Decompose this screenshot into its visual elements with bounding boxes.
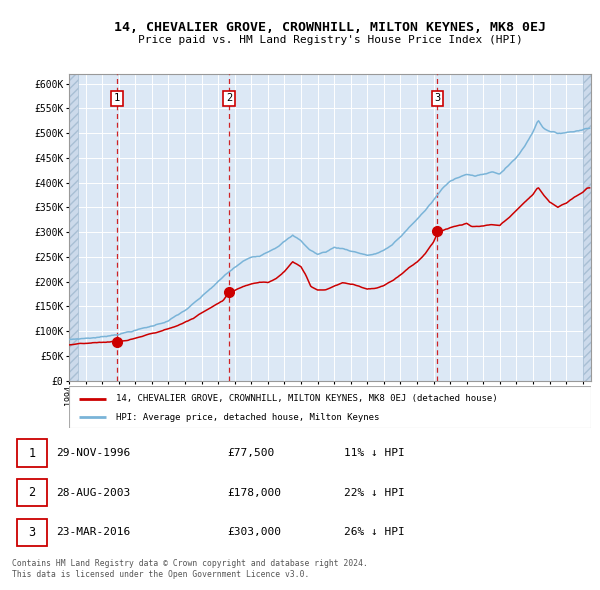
Bar xyxy=(583,74,591,381)
Text: 23-MAR-2016: 23-MAR-2016 xyxy=(56,527,130,537)
Text: 1: 1 xyxy=(114,93,121,103)
Text: 2: 2 xyxy=(28,486,35,499)
Text: 26% ↓ HPI: 26% ↓ HPI xyxy=(344,527,404,537)
Text: Contains HM Land Registry data © Crown copyright and database right 2024.
This d: Contains HM Land Registry data © Crown c… xyxy=(12,559,368,579)
Bar xyxy=(17,479,47,506)
Text: £77,500: £77,500 xyxy=(227,448,275,458)
Text: 3: 3 xyxy=(434,93,440,103)
Text: 14, CHEVALIER GROVE, CROWNHILL, MILTON KEYNES, MK8 0EJ (detached house): 14, CHEVALIER GROVE, CROWNHILL, MILTON K… xyxy=(116,394,497,404)
Text: 29-NOV-1996: 29-NOV-1996 xyxy=(56,448,130,458)
Bar xyxy=(69,74,78,381)
Text: 2: 2 xyxy=(226,93,232,103)
Text: 3: 3 xyxy=(28,526,35,539)
Text: 28-AUG-2003: 28-AUG-2003 xyxy=(56,488,130,497)
Text: HPI: Average price, detached house, Milton Keynes: HPI: Average price, detached house, Milt… xyxy=(116,413,379,422)
Bar xyxy=(17,440,47,467)
Text: £178,000: £178,000 xyxy=(227,488,281,497)
Text: 22% ↓ HPI: 22% ↓ HPI xyxy=(344,488,404,497)
Bar xyxy=(69,74,77,381)
Bar xyxy=(583,74,591,381)
Text: 1: 1 xyxy=(28,447,35,460)
Text: £303,000: £303,000 xyxy=(227,527,281,537)
Text: Price paid vs. HM Land Registry's House Price Index (HPI): Price paid vs. HM Land Registry's House … xyxy=(137,35,523,45)
Text: 14, CHEVALIER GROVE, CROWNHILL, MILTON KEYNES, MK8 0EJ: 14, CHEVALIER GROVE, CROWNHILL, MILTON K… xyxy=(114,21,546,34)
Text: 11% ↓ HPI: 11% ↓ HPI xyxy=(344,448,404,458)
Bar xyxy=(17,519,47,546)
